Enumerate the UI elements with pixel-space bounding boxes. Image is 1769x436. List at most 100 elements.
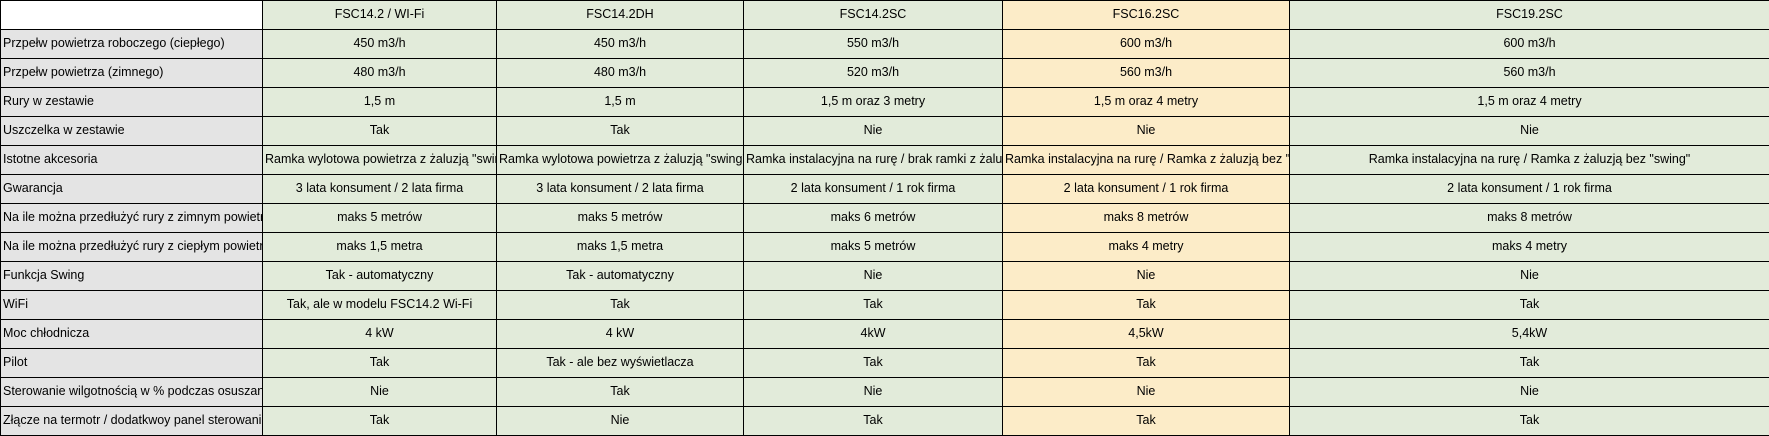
cell-fsc192sc: Nie — [1290, 262, 1769, 291]
cell-fsc142sc: Tak — [744, 407, 1003, 436]
row-label: Gwarancja — [1, 175, 263, 204]
cell-fsc142dh: Tak — [497, 378, 744, 407]
header-row: FSC14.2 / WI-Fi FSC14.2DH FSC14.2SC FSC1… — [1, 1, 1769, 30]
table-row: Przpełw powietrza roboczego (ciepłego)45… — [1, 30, 1769, 59]
cell-fsc192sc: 2 lata konsument / 1 rok firma — [1290, 175, 1769, 204]
cell-fsc142dh: Tak - ale bez wyświetlacza — [497, 349, 744, 378]
table-corner-cell — [1, 1, 263, 30]
cell-fsc142: Tak — [263, 349, 497, 378]
cell-fsc142: 450 m3/h — [263, 30, 497, 59]
table-body: Przpełw powietrza roboczego (ciepłego)45… — [1, 30, 1769, 436]
cell-fsc192sc: Nie — [1290, 117, 1769, 146]
cell-fsc192sc: Tak — [1290, 291, 1769, 320]
cell-fsc142: Tak — [263, 117, 497, 146]
cell-fsc142sc: Nie — [744, 262, 1003, 291]
cell-fsc142dh: 480 m3/h — [497, 59, 744, 88]
cell-fsc142: Ramka wylotowa powietrza z żaluzją "swin… — [263, 146, 497, 175]
column-header-fsc142: FSC14.2 / WI-Fi — [263, 1, 497, 30]
cell-fsc142sc: 4kW — [744, 320, 1003, 349]
cell-fsc142sc: Tak — [744, 291, 1003, 320]
cell-fsc162sc: 2 lata konsument / 1 rok firma — [1003, 175, 1290, 204]
cell-fsc142: Nie — [263, 378, 497, 407]
row-label: Funkcja Swing — [1, 262, 263, 291]
row-label: Uszczelka w zestawie — [1, 117, 263, 146]
cell-fsc162sc: 600 m3/h — [1003, 30, 1290, 59]
cell-fsc192sc: 5,4kW — [1290, 320, 1769, 349]
row-label: Pilot — [1, 349, 263, 378]
cell-fsc162sc: Tak — [1003, 407, 1290, 436]
row-label: Istotne akcesoria — [1, 146, 263, 175]
cell-fsc162sc: Tak — [1003, 349, 1290, 378]
cell-fsc192sc: Tak — [1290, 349, 1769, 378]
cell-fsc142sc: Nie — [744, 378, 1003, 407]
cell-fsc142dh: Tak — [497, 117, 744, 146]
row-label: Złącze na termotr / dodatkwoy panel ster… — [1, 407, 263, 436]
cell-fsc162sc: 560 m3/h — [1003, 59, 1290, 88]
cell-fsc142: 1,5 m — [263, 88, 497, 117]
cell-fsc162sc: Nie — [1003, 262, 1290, 291]
cell-fsc142dh: 1,5 m — [497, 88, 744, 117]
cell-fsc142dh: Ramka wylotowa powietrza z żaluzją "swin… — [497, 146, 744, 175]
row-label: WiFi — [1, 291, 263, 320]
cell-fsc142sc: maks 6 metrów — [744, 204, 1003, 233]
cell-fsc192sc: 1,5 m oraz 4 metry — [1290, 88, 1769, 117]
cell-fsc142sc: 1,5 m oraz 3 metry — [744, 88, 1003, 117]
cell-fsc142sc: 550 m3/h — [744, 30, 1003, 59]
row-label: Przpełw powietrza (zimnego) — [1, 59, 263, 88]
row-label: Moc chłodnicza — [1, 320, 263, 349]
cell-fsc192sc: maks 8 metrów — [1290, 204, 1769, 233]
column-header-fsc142sc: FSC14.2SC — [744, 1, 1003, 30]
cell-fsc142dh: Tak — [497, 291, 744, 320]
row-label: Na ile można przedłużyć rury z ciepłym p… — [1, 233, 263, 262]
cell-fsc142: maks 5 metrów — [263, 204, 497, 233]
cell-fsc192sc: 600 m3/h — [1290, 30, 1769, 59]
cell-fsc142dh: maks 1,5 metra — [497, 233, 744, 262]
cell-fsc192sc: Tak — [1290, 407, 1769, 436]
column-header-fsc162sc: FSC16.2SC — [1003, 1, 1290, 30]
column-header-fsc192sc: FSC19.2SC — [1290, 1, 1769, 30]
cell-fsc162sc: Tak — [1003, 291, 1290, 320]
cell-fsc142dh: 3 lata konsument / 2 lata firma — [497, 175, 744, 204]
row-label: Przpełw powietrza roboczego (ciepłego) — [1, 30, 263, 59]
cell-fsc142dh: 450 m3/h — [497, 30, 744, 59]
cell-fsc162sc: maks 4 metry — [1003, 233, 1290, 262]
cell-fsc142sc: 2 lata konsument / 1 rok firma — [744, 175, 1003, 204]
table-row: Na ile można przedłużyć rury z zimnym po… — [1, 204, 1769, 233]
cell-fsc142: 4 kW — [263, 320, 497, 349]
cell-fsc142sc: Ramka instalacyjna na rurę / brak ramki … — [744, 146, 1003, 175]
cell-fsc192sc: Ramka instalacyjna na rurę / Ramka z żal… — [1290, 146, 1769, 175]
table-header: FSC14.2 / WI-Fi FSC14.2DH FSC14.2SC FSC1… — [1, 1, 1769, 30]
cell-fsc162sc: Nie — [1003, 378, 1290, 407]
cell-fsc142sc: 520 m3/h — [744, 59, 1003, 88]
row-label: Na ile można przedłużyć rury z zimnym po… — [1, 204, 263, 233]
cell-fsc142dh: Tak - automatyczny — [497, 262, 744, 291]
cell-fsc142: 3 lata konsument / 2 lata firma — [263, 175, 497, 204]
cell-fsc162sc: 4,5kW — [1003, 320, 1290, 349]
cell-fsc162sc: 1,5 m oraz 4 metry — [1003, 88, 1290, 117]
table-row: Złącze na termotr / dodatkwoy panel ster… — [1, 407, 1769, 436]
cell-fsc142sc: Nie — [744, 117, 1003, 146]
table-row: Na ile można przedłużyć rury z ciepłym p… — [1, 233, 1769, 262]
cell-fsc192sc: maks 4 metry — [1290, 233, 1769, 262]
cell-fsc142: Tak - automatyczny — [263, 262, 497, 291]
cell-fsc142sc: maks 5 metrów — [744, 233, 1003, 262]
cell-fsc142dh: 4 kW — [497, 320, 744, 349]
row-label: Sterowanie wilgotnością w % podczas osus… — [1, 378, 263, 407]
cell-fsc192sc: 560 m3/h — [1290, 59, 1769, 88]
cell-fsc192sc: Nie — [1290, 378, 1769, 407]
cell-fsc142: Tak, ale w modelu FSC14.2 Wi-Fi — [263, 291, 497, 320]
cell-fsc142: Tak — [263, 407, 497, 436]
cell-fsc162sc: Nie — [1003, 117, 1290, 146]
cell-fsc142: 480 m3/h — [263, 59, 497, 88]
cell-fsc162sc: Ramka instalacyjna na rurę / Ramka z żal… — [1003, 146, 1290, 175]
cell-fsc142sc: Tak — [744, 349, 1003, 378]
row-label: Rury w zestawie — [1, 88, 263, 117]
table-row: Sterowanie wilgotnością w % podczas osus… — [1, 378, 1769, 407]
